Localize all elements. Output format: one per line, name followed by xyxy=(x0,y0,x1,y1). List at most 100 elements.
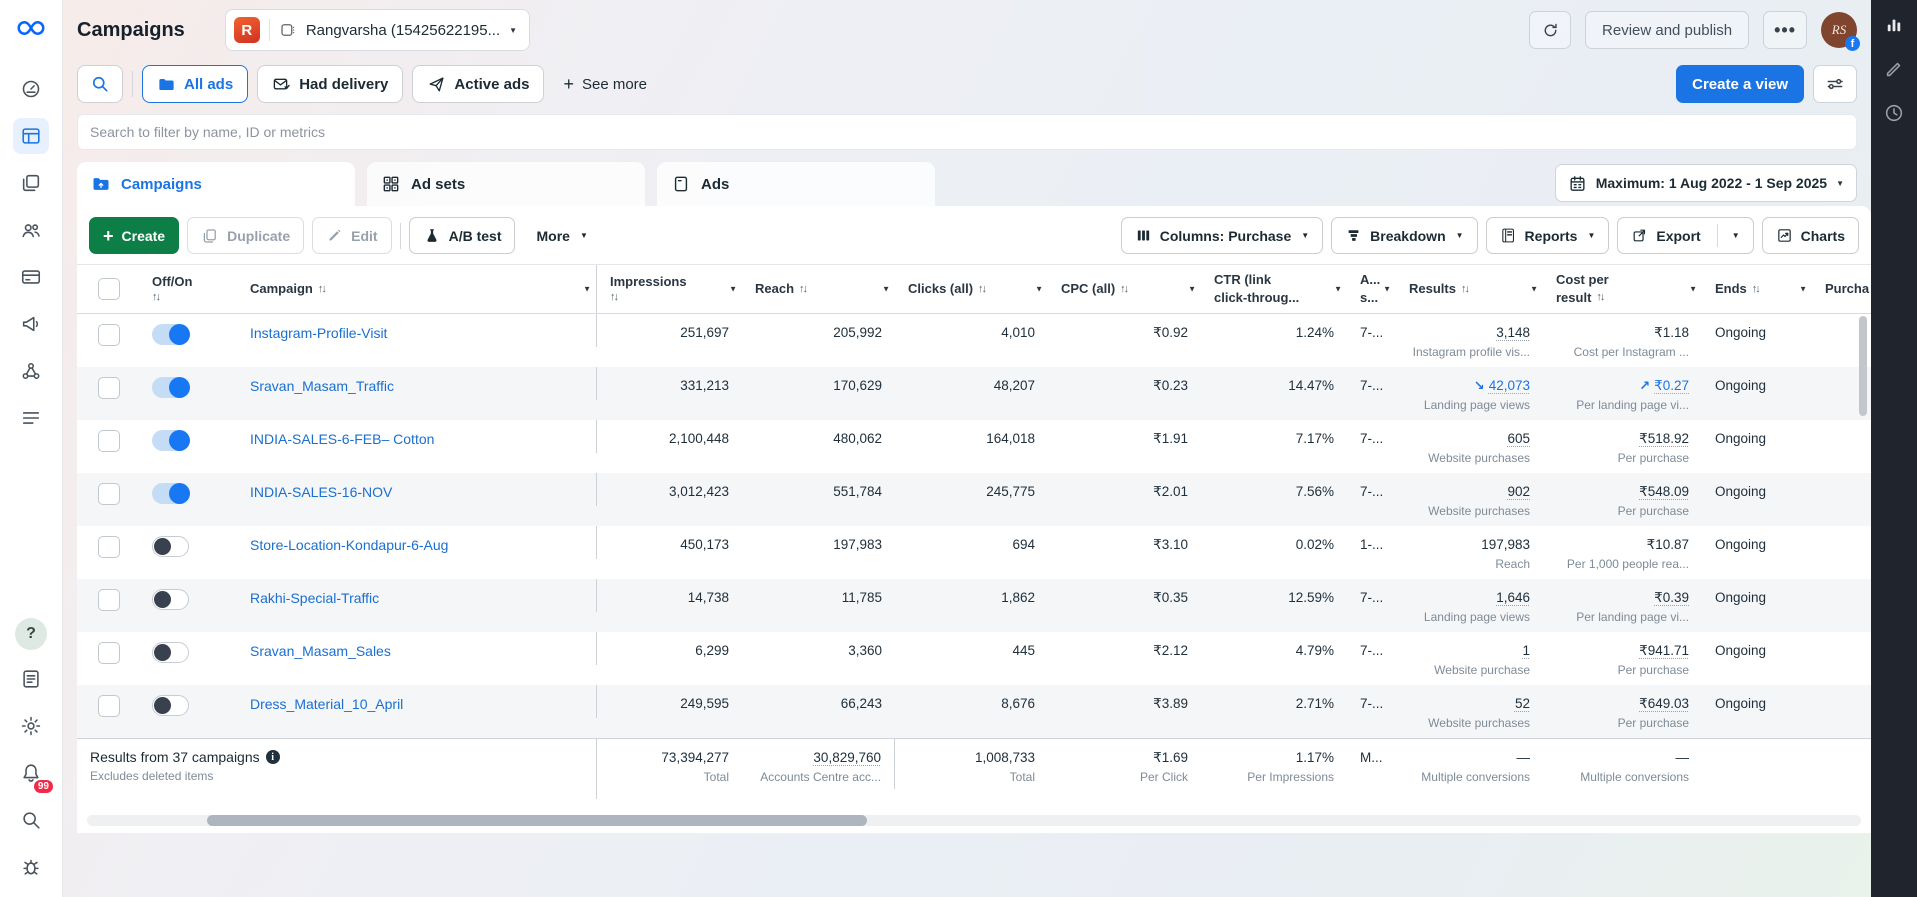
reports-button[interactable]: Reports ▼ xyxy=(1486,217,1610,254)
row-checkbox[interactable] xyxy=(98,324,120,346)
column-header-cpc[interactable]: CPC (all)↑↓▼ xyxy=(1048,265,1201,313)
column-header-toggle[interactable]: Off/On↑↓ xyxy=(139,265,237,313)
campaign-toggle[interactable] xyxy=(152,536,189,557)
row-checkbox[interactable] xyxy=(98,430,120,452)
sidebar-item-bell[interactable]: 99 xyxy=(13,755,49,791)
column-menu-icon[interactable]: ▼ xyxy=(1334,285,1342,294)
create-view-button[interactable]: Create a view xyxy=(1676,65,1804,103)
column-menu-icon[interactable]: ▼ xyxy=(1530,285,1538,294)
review-publish-button[interactable]: Review and publish xyxy=(1585,11,1749,49)
rail-item-clock[interactable] xyxy=(1879,98,1909,128)
campaign-link[interactable]: Store-Location-Kondapur-6-Aug xyxy=(250,537,448,553)
column-menu-icon[interactable]: ▼ xyxy=(1383,285,1391,294)
duplicate-button[interactable]: Duplicate xyxy=(187,217,304,254)
sort-icon[interactable]: ↑↓ xyxy=(152,290,159,305)
campaign-link[interactable]: Sravan_Masam_Sales xyxy=(250,643,391,659)
info-icon[interactable]: i xyxy=(266,750,280,764)
column-header-cost_per_result[interactable]: Cost perresult↑↓▼ xyxy=(1543,265,1702,313)
refresh-button[interactable] xyxy=(1529,11,1571,49)
more-button[interactable]: More ▼ xyxy=(523,217,600,254)
campaign-toggle[interactable] xyxy=(152,589,189,610)
sort-icon[interactable]: ↑↓ xyxy=(318,282,325,297)
sidebar-item-help[interactable]: ? xyxy=(15,618,47,650)
filter-chip-all-ads[interactable]: All ads xyxy=(142,65,248,103)
campaign-toggle[interactable] xyxy=(152,642,189,663)
column-header-campaign[interactable]: Campaign↑↓▼ xyxy=(237,265,597,313)
campaign-link[interactable]: Rakhi-Special-Traffic xyxy=(250,590,379,606)
export-button[interactable]: Export ▼ xyxy=(1617,217,1753,254)
row-checkbox[interactable] xyxy=(98,483,120,505)
filter-chip-active-ads[interactable]: Active ads xyxy=(412,65,544,103)
sidebar-item-settings[interactable] xyxy=(13,708,49,744)
edit-button[interactable]: Edit xyxy=(312,217,391,254)
column-menu-icon[interactable]: ▼ xyxy=(1689,285,1697,294)
column-header-purchase[interactable]: Purcha xyxy=(1812,265,1887,313)
search-input[interactable] xyxy=(77,114,1857,150)
column-header-reach[interactable]: Reach↑↓▼ xyxy=(742,265,895,313)
sidebar-item-billing[interactable] xyxy=(13,259,49,295)
sort-icon[interactable]: ↑↓ xyxy=(799,282,806,297)
sort-icon[interactable]: ↑↓ xyxy=(1120,282,1127,297)
column-menu-icon[interactable]: ▼ xyxy=(882,285,890,294)
campaign-link[interactable]: INDIA-SALES-6-FEB– Cotton xyxy=(250,431,434,447)
meta-logo-icon[interactable] xyxy=(13,10,49,46)
sidebar-item-audiences[interactable] xyxy=(13,212,49,248)
search-filter-button[interactable] xyxy=(77,65,123,103)
campaign-toggle[interactable] xyxy=(152,430,189,451)
sort-icon[interactable]: ↑↓ xyxy=(1596,290,1603,305)
sort-icon[interactable]: ↑↓ xyxy=(1461,282,1468,297)
create-button[interactable]: + Create xyxy=(89,217,179,254)
avatar[interactable]: RS f xyxy=(1821,12,1857,48)
column-menu-icon[interactable]: ▼ xyxy=(729,285,737,294)
campaign-link[interactable]: Dress_Material_10_April xyxy=(250,696,403,712)
column-menu-icon[interactable]: ▼ xyxy=(1035,285,1043,294)
chevron-down-icon[interactable]: ▼ xyxy=(1732,231,1740,240)
sidebar-item-feedback[interactable] xyxy=(13,661,49,697)
column-header-results[interactable]: Results↑↓▼ xyxy=(1396,265,1543,313)
column-header-ends[interactable]: Ends↑↓▼ xyxy=(1702,265,1812,313)
column-menu-icon[interactable]: ▼ xyxy=(1188,285,1196,294)
sort-icon[interactable]: ↑↓ xyxy=(610,290,617,305)
tab-ads[interactable]: Ads xyxy=(657,162,935,206)
sidebar-item-all-tools[interactable] xyxy=(13,400,49,436)
row-checkbox[interactable] xyxy=(98,377,120,399)
column-header-clicks[interactable]: Clicks (all)↑↓▼ xyxy=(895,265,1048,313)
campaign-toggle[interactable] xyxy=(152,324,189,345)
sort-icon[interactable]: ↑↓ xyxy=(1752,282,1759,297)
vertical-scrollbar[interactable] xyxy=(1859,316,1867,416)
sidebar-item-events[interactable] xyxy=(13,353,49,389)
campaign-toggle[interactable] xyxy=(152,483,189,504)
account-selector[interactable]: R Rangvarsha (15425622195... ▼ xyxy=(225,9,530,51)
scrollbar-thumb[interactable] xyxy=(207,815,867,826)
rail-item-pencil[interactable] xyxy=(1879,54,1909,84)
sidebar-item-overview[interactable] xyxy=(13,71,49,107)
see-more-button[interactable]: + See more xyxy=(553,75,657,93)
filter-settings-button[interactable] xyxy=(1813,65,1857,103)
column-menu-icon[interactable]: ▼ xyxy=(1799,285,1807,294)
columns-button[interactable]: Columns: Purchase ▼ xyxy=(1121,217,1323,254)
row-checkbox[interactable] xyxy=(98,642,120,664)
sidebar-item-megaphone[interactable] xyxy=(13,306,49,342)
campaign-link[interactable]: Instagram-Profile-Visit xyxy=(250,325,387,341)
tab-campaigns[interactable]: Campaigns xyxy=(77,162,355,206)
filter-chip-had-delivery[interactable]: Had delivery xyxy=(257,65,403,103)
campaign-toggle[interactable] xyxy=(152,377,189,398)
sidebar-item-search[interactable] xyxy=(13,802,49,838)
campaign-link[interactable]: Sravan_Masam_Traffic xyxy=(250,378,394,394)
row-checkbox[interactable] xyxy=(98,536,120,558)
select-all-checkbox[interactable] xyxy=(98,278,120,300)
charts-button[interactable]: Charts xyxy=(1762,217,1859,254)
column-header-impressions[interactable]: Impressions↑↓▼ xyxy=(597,265,742,313)
campaign-link[interactable]: INDIA-SALES-16-NOV xyxy=(250,484,392,500)
date-range-button[interactable]: Maximum: 1 Aug 2022 - 1 Sep 2025 ▼ xyxy=(1555,164,1857,202)
column-menu-icon[interactable]: ▼ xyxy=(583,285,591,294)
column-header-attribution[interactable]: A...s...▼ xyxy=(1347,265,1396,313)
more-options-button[interactable]: ••• xyxy=(1763,11,1807,49)
sidebar-item-reporting[interactable] xyxy=(13,165,49,201)
campaign-toggle[interactable] xyxy=(152,695,189,716)
sidebar-item-campaigns[interactable] xyxy=(13,118,49,154)
row-checkbox[interactable] xyxy=(98,695,120,717)
breakdown-button[interactable]: Breakdown ▼ xyxy=(1331,217,1477,254)
horizontal-scrollbar[interactable] xyxy=(87,815,1861,826)
sidebar-item-bug[interactable] xyxy=(13,849,49,885)
